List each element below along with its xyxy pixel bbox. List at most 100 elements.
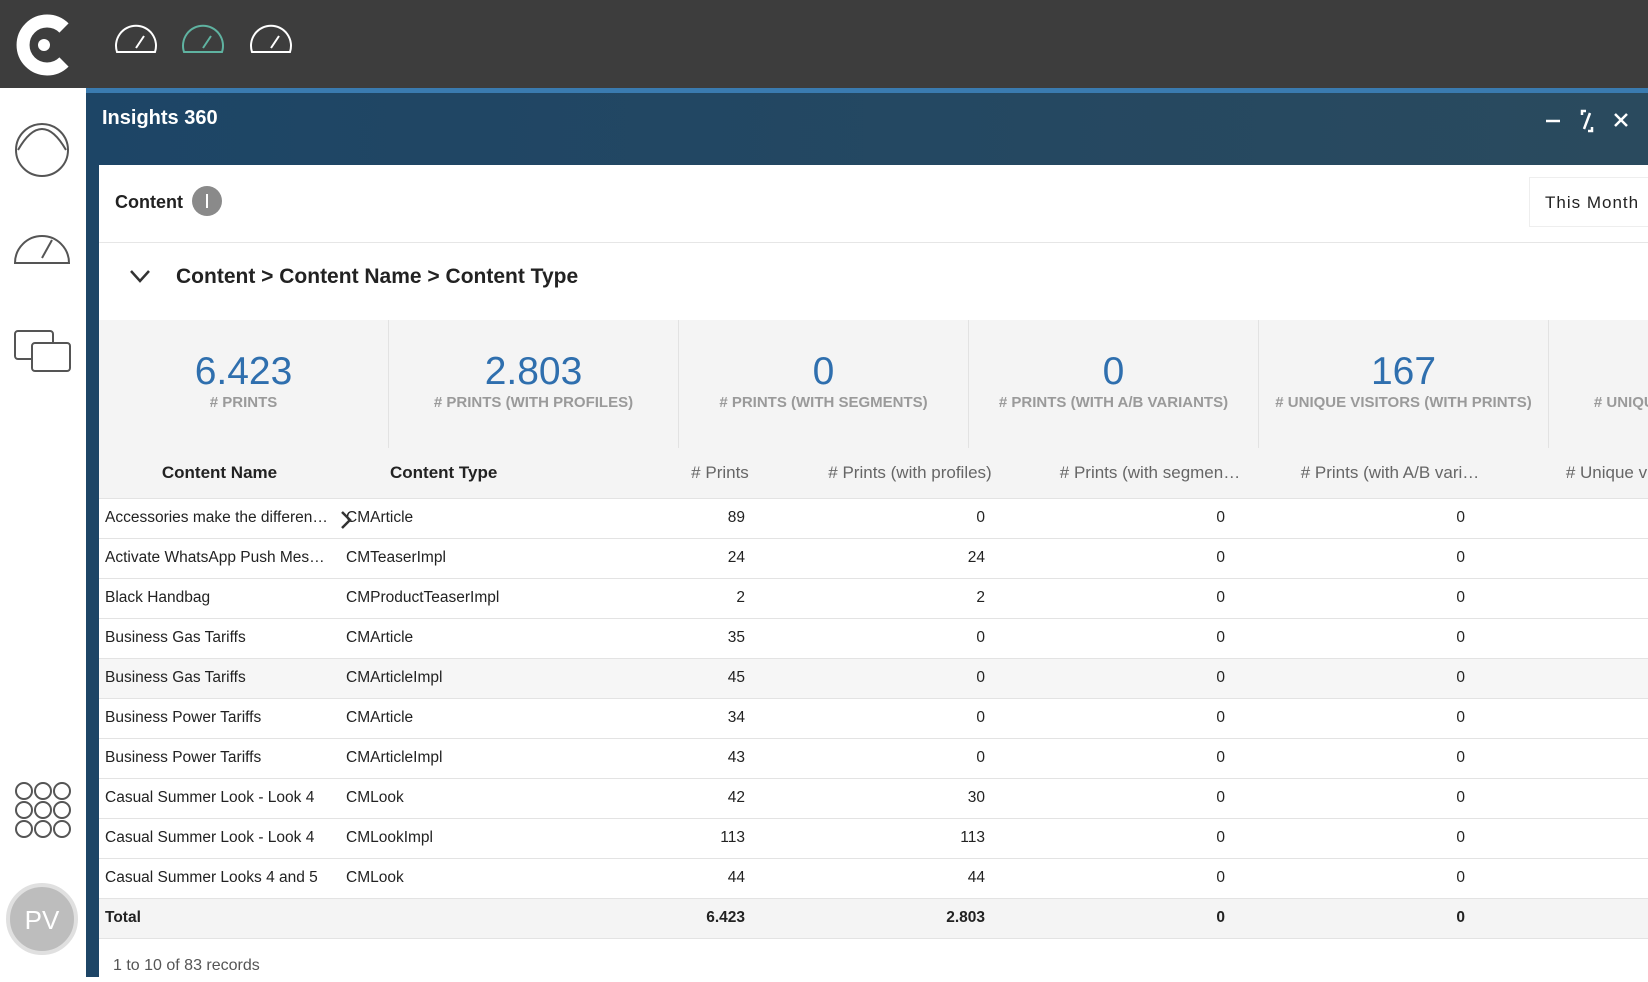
drill-arrow[interactable] [339, 510, 353, 530]
table-cell: Casual Summer Look - Look 4 [99, 778, 340, 819]
nav-gauges[interactable] [114, 22, 304, 56]
table-cell: 44 [650, 858, 790, 899]
column-header[interactable]: # Prints (with profiles) [790, 448, 1030, 499]
table-row: Business Power Tariffs CMArticle 34 0 0 0 [99, 698, 1648, 739]
column-header[interactable]: # Unique visi [1510, 448, 1648, 499]
table-cell: Business Power Tariffs [99, 698, 340, 739]
table-cell: CMArticle [340, 698, 650, 739]
kpi-label: # PRINTS (WITH PROFILES) [433, 394, 634, 411]
kpi-value: 0 [1102, 350, 1125, 393]
table-row: Casual Summer Looks 4 and 5 CMLook 44 44 0 0 [99, 858, 1648, 899]
top-bar [0, 0, 1648, 88]
table-cell: 0 [1030, 898, 1270, 939]
kpi-value: 0 [812, 350, 835, 393]
table-cell: 0 [1270, 898, 1510, 939]
table-cell: 0 [1270, 738, 1510, 779]
table-cell: CMProductTeaserImpl [340, 578, 650, 619]
logo [16, 14, 69, 76]
table-row: Black Handbag CMProductTeaserImpl 2 2 0 0 [99, 578, 1648, 619]
table-cell: 43 [650, 738, 790, 779]
breadcrumb: Content > Content Name > Content Type [176, 265, 579, 288]
panel: Insights 360 Content This Month Content … [86, 88, 1648, 977]
table-cell: Accessories make the differen… [99, 498, 340, 539]
table-cell: 44 [790, 858, 1030, 899]
table-cell: 113 [650, 818, 790, 859]
table-cell: 2 [790, 578, 1030, 619]
table-cell: 35 [650, 618, 790, 659]
table-cell: 0 [1270, 658, 1510, 699]
table-cell: CMLook [340, 778, 650, 819]
table-cell [1510, 778, 1648, 819]
divider [99, 242, 1648, 243]
column-header[interactable]: Content Name [99, 448, 340, 499]
table-cell: 0 [790, 698, 1030, 739]
kpi-label: # PRINTS (WITH A/B VARIANTS) [998, 394, 1229, 411]
table-cell: 0 [1270, 538, 1510, 579]
table-cell: 0 [790, 498, 1030, 539]
table-cell: 42 [650, 778, 790, 819]
kpi-label: # PRINTS (WITH SEGMENTS) [719, 394, 928, 411]
kpi-card: 0 # PRINTS (WITH SEGMENTS) [679, 320, 969, 448]
table-cell: 0 [1030, 538, 1270, 579]
table-cell: 2 [650, 578, 790, 619]
table-cell: 30 [790, 778, 1030, 819]
table-cell: Business Power Tariffs [99, 738, 340, 779]
table-cell: 0 [790, 658, 1030, 699]
table-cell: 6.423 [650, 898, 790, 939]
window-controls[interactable] [1546, 109, 1646, 133]
table-cell [1510, 618, 1648, 659]
kpi-card: 6.423 # PRINTS [99, 320, 389, 448]
kpi-label: # UNIQUE VISITORS (WITH PRINTS) [1275, 394, 1532, 411]
table-cell: CMLookImpl [340, 818, 650, 859]
table-cell: 24 [790, 538, 1030, 579]
table-cell [1510, 818, 1648, 859]
table-cell: Business Gas Tariffs [99, 658, 340, 699]
table-cell: 89 [650, 498, 790, 539]
data-table: Content Name Content Type # Prints # Prints… [99, 448, 1648, 939]
table-cell: CMArticleImpl [340, 658, 650, 699]
table-row: Casual Summer Look - Look 4 CMLook 42 30 0 0 [99, 778, 1648, 819]
table-cell: 0 [1270, 698, 1510, 739]
kpi-value: 167 [1370, 350, 1437, 393]
table-cell: 0 [1030, 858, 1270, 899]
table-cell: 0 [1030, 498, 1270, 539]
avatar[interactable]: PV [24, 905, 60, 935]
table-row: Business Gas Tariffs CMArticleImpl 45 0 0 0 [99, 658, 1648, 699]
info-icon[interactable] [191, 185, 223, 217]
section-title: Content [115, 192, 183, 212]
table-cell: 0 [1030, 578, 1270, 619]
table-cell [1510, 538, 1648, 579]
table-cell: 0 [1270, 858, 1510, 899]
period-select[interactable]: This Month [1529, 177, 1648, 227]
column-header[interactable]: # Prints [650, 448, 790, 499]
column-header[interactable]: # Prints (with segmen… [1030, 448, 1270, 499]
content-card: Content This Month Content > Content Nam… [99, 165, 1648, 977]
sidebar-icons[interactable] [0, 88, 86, 977]
column-header[interactable]: Content Type [340, 448, 650, 499]
table-cell: 0 [1270, 578, 1510, 619]
table-cell: 45 [650, 658, 790, 699]
record-count: 1 to 10 of 83 records [113, 957, 260, 974]
kpi-value: 2.803 [484, 350, 583, 393]
column-header[interactable]: # Prints (with A/B vari… [1270, 448, 1510, 499]
table-row: Business Power Tariffs CMArticleImpl 43 0 0 0 [99, 738, 1648, 779]
table-cell: CMLook [340, 858, 650, 899]
kpi-label: # UNIQUE SESSIONS (WITH PRINTS) [1593, 394, 1648, 411]
table-cell: CMArticle [340, 618, 650, 659]
kpi-card: # UNIQUE SESSIONS (WITH PRINTS) [1549, 320, 1648, 448]
collapse-icon[interactable] [129, 268, 151, 284]
table-cell: 0 [790, 618, 1030, 659]
table-cell: 24 [650, 538, 790, 579]
table-cell [1510, 498, 1648, 539]
table-cell: CMArticle [340, 498, 650, 539]
kpi-value: 6.423 [194, 350, 293, 393]
table-cell: 113 [790, 818, 1030, 859]
sidebar: PV [0, 88, 86, 977]
table-cell [1510, 858, 1648, 899]
kpi-card: 0 # PRINTS (WITH A/B VARIANTS) [969, 320, 1259, 448]
table-cell: Black Handbag [99, 578, 340, 619]
table-row: Business Gas Tariffs CMArticle 35 0 0 0 [99, 618, 1648, 659]
table-cell: 0 [1030, 698, 1270, 739]
table-cell: 0 [1030, 658, 1270, 699]
